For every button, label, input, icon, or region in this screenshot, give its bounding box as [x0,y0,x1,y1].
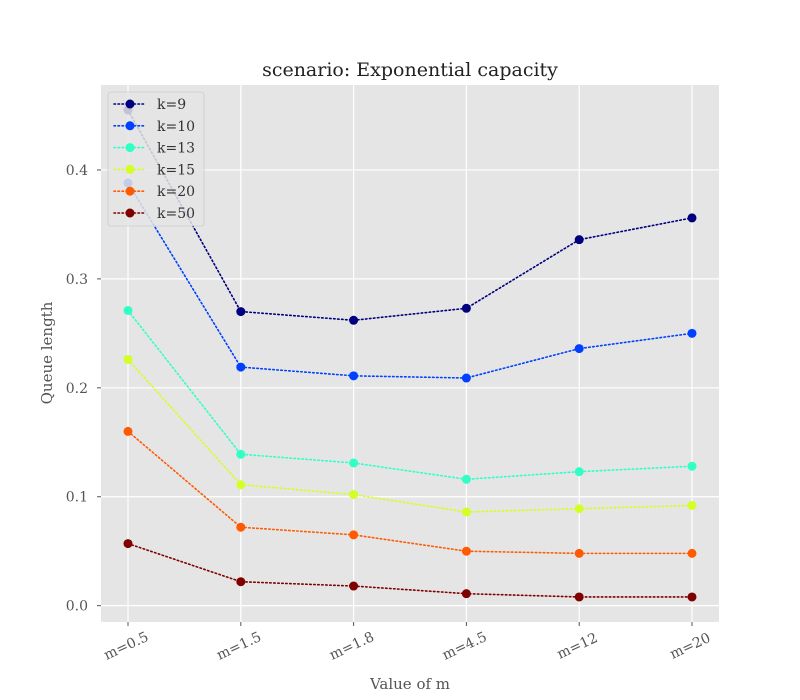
legend-marker [125,208,135,218]
data-point [349,458,359,468]
series-line [127,358,693,513]
y-tick-label: 0.1 [66,490,88,506]
series-line [127,182,693,379]
y-tick-label: 0.0 [66,599,88,615]
legend-marker [125,99,135,109]
data-point [123,426,133,436]
data-point [123,305,133,315]
data-point [236,522,246,532]
series-k=13 [123,305,697,484]
data-point [349,371,359,381]
x-tick-label: m=1.8 [327,629,377,663]
data-point [574,548,584,558]
x-ticks: m=0.5 m=1.5 m=1.8 m=4.5 m=12 m=20 [102,622,714,664]
legend-item: k=20 [113,184,195,200]
legend-label: k=9 [157,97,186,113]
data-point [461,589,471,599]
series-line [127,430,693,555]
y-axis-label: Queue length [38,301,56,404]
data-point [349,315,359,325]
data-point [574,467,584,477]
x-tick-label: m=4.5 [440,629,490,663]
series-k=20 [123,426,697,558]
data-point [574,504,584,514]
legend-marker [125,121,135,131]
data-point [461,474,471,484]
data-point [687,500,697,510]
legend-marker [125,143,135,153]
legend-item: k=13 [113,141,195,157]
legend-label: k=50 [157,206,195,222]
series-layer [123,105,697,602]
data-point [461,546,471,556]
series-line [127,109,693,322]
series-line [127,309,693,481]
data-point [123,539,133,549]
data-point [574,592,584,602]
legend-item: k=9 [113,97,186,113]
data-point [236,362,246,372]
series-k=15 [123,354,697,517]
data-point [687,548,697,558]
data-point [687,592,697,602]
data-point [349,530,359,540]
data-point [236,307,246,317]
data-point [574,235,584,245]
y-ticks: 0.0 0.1 0.2 0.3 0.4 [66,163,101,615]
legend-item: k=10 [113,119,195,135]
legend-marker [125,164,135,174]
legend-item: k=50 [113,206,195,222]
data-point [461,303,471,313]
data-point [349,581,359,591]
legend-label: k=20 [157,184,195,200]
data-point [236,449,246,459]
y-tick-label: 0.2 [66,381,88,397]
legend-label: k=10 [157,119,195,135]
data-point [461,507,471,517]
legend: k=9 k=10 k=13 k=15 k=20 k=50 [107,91,205,227]
data-point [123,354,133,364]
data-point [236,480,246,490]
x-tick-label: m=1.5 [214,629,264,663]
y-tick-label: 0.3 [66,272,88,288]
legend-item: k=15 [113,162,195,178]
x-axis-label: Value of m [369,675,450,693]
series-line [127,542,693,598]
y-tick-label: 0.4 [66,163,88,179]
data-point [687,461,697,471]
data-point [349,490,359,500]
x-tick-label: m=0.5 [102,629,152,663]
chart-title: scenario: Exponential capacity [262,59,558,81]
legend-label: k=13 [157,141,195,157]
data-point [687,328,697,338]
legend-marker [125,186,135,196]
data-point [574,344,584,354]
data-point [461,373,471,383]
data-point [236,577,246,587]
data-point [687,213,697,223]
legend-label: k=15 [157,162,195,178]
series-k=50 [123,539,697,602]
x-tick-label: m=12 [555,630,601,663]
x-tick-label: m=20 [668,630,714,663]
